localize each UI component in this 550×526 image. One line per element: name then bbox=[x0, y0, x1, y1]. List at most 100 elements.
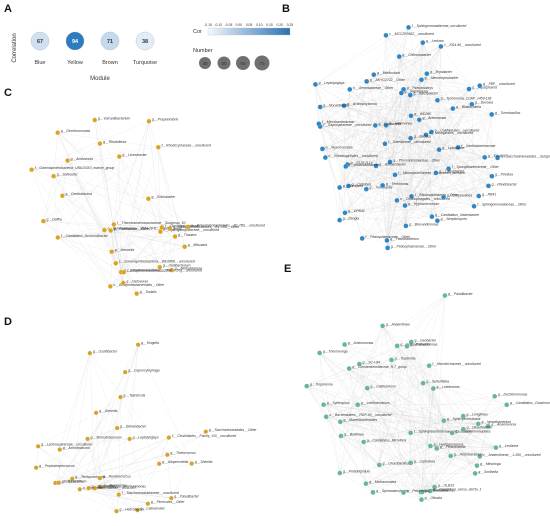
network-edge bbox=[468, 88, 498, 158]
network-edge bbox=[322, 125, 376, 149]
network-d-edges bbox=[36, 344, 206, 512]
network-node-dot bbox=[157, 264, 163, 270]
network-node-label: g__Pseudomonas bbox=[410, 343, 438, 347]
network-node-label: g__Bdellovibrio bbox=[377, 71, 400, 75]
network-node-dot bbox=[407, 92, 413, 98]
network-node-dot bbox=[382, 141, 388, 147]
network-edge bbox=[38, 446, 89, 489]
network-edge bbox=[436, 426, 489, 449]
network-node-dot bbox=[347, 86, 353, 92]
network-edge bbox=[89, 353, 168, 455]
network-node-label: g__Brevundimonas bbox=[409, 222, 439, 226]
network-node-label: g__WD260 bbox=[414, 112, 431, 116]
network-edge bbox=[339, 166, 346, 188]
network-edge bbox=[404, 115, 412, 206]
network-edge bbox=[431, 88, 470, 217]
network-edge bbox=[349, 89, 411, 139]
network-edge bbox=[53, 143, 101, 177]
network-node-label: g__Sedimentibacter bbox=[400, 342, 431, 346]
network-node: g__Chryseolinea bbox=[441, 194, 472, 200]
network-edge bbox=[384, 143, 432, 217]
network-edge bbox=[410, 462, 435, 488]
network-node-label: g__Variovorax bbox=[126, 279, 148, 283]
network-edge bbox=[411, 341, 464, 430]
network-edge bbox=[340, 421, 422, 500]
network-node-label: g__Oscillibacter bbox=[93, 350, 118, 354]
network-node: f__Microbacteriaceae bbox=[316, 120, 355, 127]
module-name-label: Blue bbox=[34, 60, 45, 66]
network-node-dot bbox=[406, 24, 412, 30]
network-node-dot bbox=[113, 260, 119, 266]
network-node-dot bbox=[337, 470, 343, 476]
network-edge bbox=[319, 352, 451, 457]
network-edge bbox=[318, 123, 383, 186]
network-node: o__Betaproteobacteriales__B1-7BS__Other bbox=[167, 225, 240, 231]
network-edge bbox=[323, 404, 431, 492]
panel-letter-b: B bbox=[282, 3, 290, 15]
network-node-dot bbox=[107, 283, 113, 289]
network-node-dot bbox=[441, 418, 447, 424]
network-edge bbox=[348, 125, 376, 187]
network-node-label: g__Ellin6067 bbox=[488, 154, 508, 158]
network-node: g__Rhodobacter bbox=[485, 182, 518, 189]
network-edge bbox=[391, 359, 404, 493]
network-edge bbox=[391, 359, 480, 457]
network-node: c__MCC2R3662__uncultured bbox=[383, 32, 434, 38]
network-node: g__Dechloromonas bbox=[55, 129, 91, 136]
network-node-dot bbox=[408, 135, 414, 141]
network-edge bbox=[58, 437, 169, 483]
network-node-dot bbox=[460, 413, 466, 419]
network-node: g__Hydrogenispora bbox=[427, 442, 463, 449]
network-edge bbox=[53, 176, 116, 264]
network-edge bbox=[347, 108, 453, 165]
network-node-label: g__Syntrophorhabdus bbox=[447, 417, 481, 421]
network-edge bbox=[384, 42, 423, 144]
cor-legend-title: Cor bbox=[193, 29, 202, 35]
network-edge bbox=[422, 42, 432, 132]
network-node-dot bbox=[492, 393, 498, 399]
network-edge bbox=[315, 84, 321, 127]
network-node-label: g__Christensenellaceae_R-7_group bbox=[352, 365, 406, 369]
network-edge bbox=[344, 344, 430, 366]
network-node-dot bbox=[364, 78, 370, 84]
network-edge bbox=[339, 473, 374, 493]
network-node: f__Gammaproteobacteria_UBA10353_marine_g… bbox=[29, 166, 114, 173]
network-edge bbox=[419, 119, 427, 135]
network-node-label: g__Tyzzerella bbox=[62, 479, 83, 483]
network-edge bbox=[379, 346, 408, 466]
network-node: g__Denitratisoma bbox=[59, 192, 92, 199]
network-c: c__Gammaproteobacteria__WD2808__uncultur… bbox=[29, 116, 265, 297]
network-edge bbox=[121, 231, 161, 273]
network-edge bbox=[339, 27, 409, 188]
network-edge bbox=[375, 131, 432, 166]
network-edge bbox=[306, 386, 374, 493]
network-edge bbox=[389, 46, 441, 162]
network-node-label: g__Dechloromonas bbox=[61, 129, 91, 133]
network-node-dot bbox=[380, 182, 386, 188]
network-edge bbox=[357, 404, 478, 466]
network-node-dot bbox=[51, 173, 57, 179]
network-edge bbox=[55, 428, 118, 484]
network-node-dot bbox=[317, 350, 323, 356]
network-edge bbox=[121, 228, 170, 273]
network-edge bbox=[410, 138, 440, 150]
network-edge bbox=[348, 89, 350, 186]
network-node: g__Aminomonas bbox=[342, 341, 374, 348]
network-node-label: g__Flavitalea bbox=[343, 184, 363, 188]
network-node: g__Dehalobacter bbox=[114, 424, 147, 431]
network-node-dot bbox=[118, 394, 123, 400]
network-edge bbox=[340, 435, 380, 466]
network-node-dot bbox=[364, 385, 370, 391]
network-node-label: g__Syntrophus bbox=[327, 401, 350, 405]
network-node-dot bbox=[471, 203, 477, 209]
network-edge bbox=[384, 104, 472, 144]
network-edge bbox=[386, 125, 444, 198]
network-edge bbox=[111, 226, 189, 252]
network-edge bbox=[387, 196, 412, 248]
network-node: g__Ellin6067 bbox=[482, 154, 508, 160]
network-node-dot bbox=[489, 173, 495, 179]
network-edge bbox=[365, 455, 451, 484]
network-edge bbox=[43, 156, 120, 222]
network-node-label: g__Streptomyces bbox=[441, 217, 468, 221]
network-edge bbox=[362, 95, 411, 239]
